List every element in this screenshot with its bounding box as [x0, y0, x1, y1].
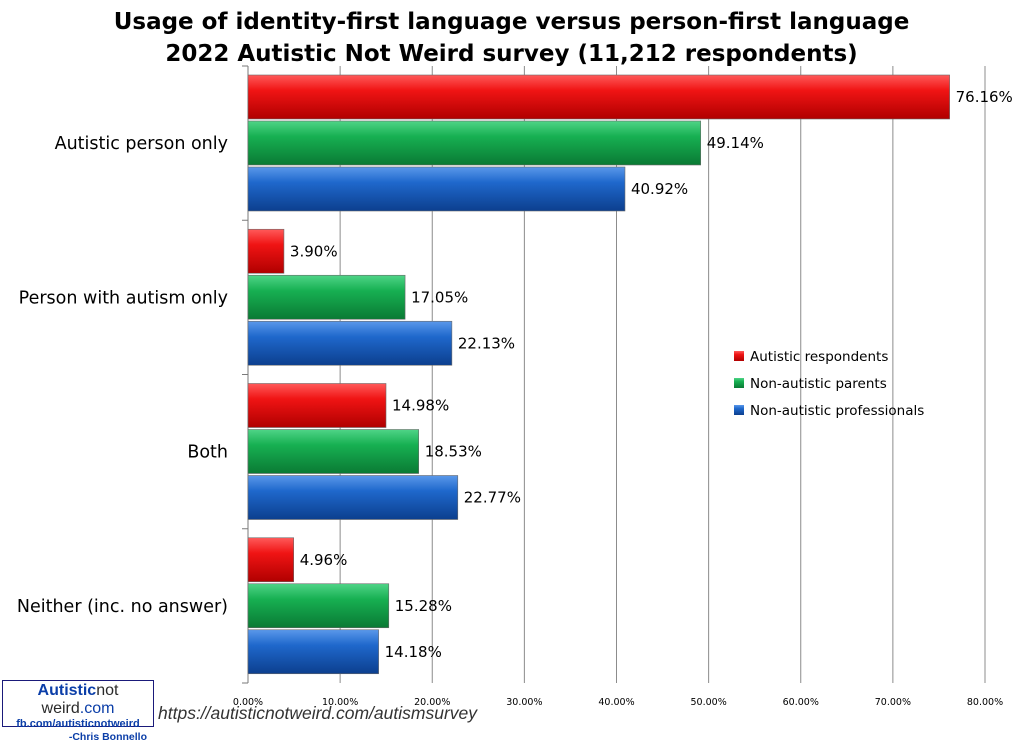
bar: [247, 274, 406, 320]
data-label: 76.16%: [956, 88, 1013, 106]
x-tick-label: 50.00%: [691, 697, 727, 708]
data-label: 15.28%: [395, 597, 452, 615]
x-tick-label: 60.00%: [783, 697, 819, 708]
bar: [247, 228, 285, 274]
bar: [247, 475, 459, 520]
category-label: Neither (inc. no answer): [17, 597, 228, 617]
data-label: 49.14%: [707, 134, 764, 152]
x-tick-label: 70.00%: [875, 697, 911, 708]
data-label: 17.05%: [411, 288, 468, 306]
x-tick-label: 20.00%: [414, 697, 450, 708]
bar: [247, 383, 387, 428]
category-label: Autistic person only: [55, 134, 228, 154]
legend-label: Non-autistic professionals: [750, 403, 924, 419]
data-label: 14.18%: [385, 643, 442, 661]
data-label: 3.90%: [290, 242, 338, 260]
x-tick-label: 80.00%: [967, 697, 1003, 708]
data-label: 22.77%: [464, 489, 521, 507]
chart-title-line-2: 2022 Autistic Not Weird survey (11,212 r…: [165, 41, 858, 67]
legend-label: Non-autistic parents: [750, 376, 887, 392]
legend-swatch: [734, 405, 744, 415]
survey-url: https://autisticnotweird.com/autismsurve…: [158, 703, 478, 723]
x-tick-label: 0.00%: [233, 697, 263, 708]
bar: [247, 166, 626, 212]
bar: [247, 74, 950, 120]
brand-facebook: fb.com/autisticnotweird: [16, 718, 140, 730]
brand-name-part-3: .com: [79, 700, 115, 717]
category-label: Person with autism only: [19, 288, 228, 308]
legend-label: Autistic respondents: [750, 349, 888, 365]
data-label: 18.53%: [425, 443, 482, 461]
legend-swatch: [734, 351, 744, 361]
data-label: 40.92%: [631, 180, 688, 198]
bar: [247, 320, 453, 366]
brand-name: Autisticnot weird.com: [3, 682, 153, 718]
bar: [247, 120, 702, 166]
category-label: Both: [187, 443, 228, 463]
bar: [247, 429, 420, 474]
data-label: 22.13%: [458, 334, 515, 352]
data-label: 4.96%: [300, 551, 348, 569]
bar: [247, 537, 294, 583]
brand-name-part-1: Autistic: [37, 682, 97, 699]
brand-name-part-2: not weird: [41, 682, 119, 717]
brand-logo: Autisticnot weird.com fb.com/autisticnot…: [2, 680, 154, 743]
data-label: 14.98%: [392, 397, 449, 415]
x-tick-label: 30.00%: [506, 697, 542, 708]
brand-author: -Chris Bonnello: [68, 731, 147, 743]
chart-title: Usage of identity-first language versus …: [0, 6, 1023, 70]
chart-title-line-1: Usage of identity-first language versus …: [113, 9, 910, 35]
bar: [247, 583, 390, 629]
bar: [247, 629, 379, 675]
x-tick-label: 40.00%: [598, 697, 634, 708]
legend-swatch: [734, 378, 744, 388]
x-tick-label: 10.00%: [322, 697, 358, 708]
